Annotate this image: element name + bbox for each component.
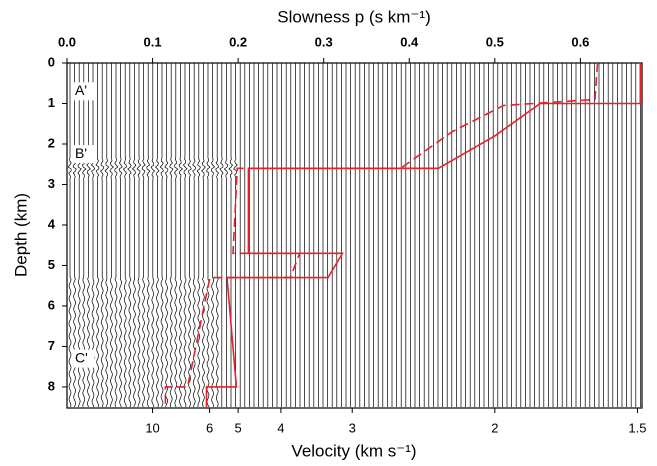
x2-tick-label: 2 [491, 420, 498, 435]
y-tick-label: 6 [48, 297, 55, 312]
y-tick-label: 3 [48, 176, 55, 191]
trace [219, 63, 224, 407]
trace [210, 63, 216, 407]
y-tick-label: 2 [48, 135, 55, 150]
trace [122, 63, 127, 408]
x-tick-label: 0.1 [144, 34, 162, 49]
trace [187, 63, 192, 408]
x-tick-label: 0.2 [229, 34, 247, 49]
trace [104, 63, 110, 408]
x2-tick-label: 4 [277, 420, 284, 435]
trace [206, 63, 211, 408]
trace [169, 63, 174, 408]
y-tick-label: 5 [48, 257, 55, 272]
trace [178, 63, 184, 408]
trace [95, 63, 100, 408]
trace [215, 63, 220, 408]
annotation-bg [72, 349, 94, 368]
annotation: B' [75, 145, 87, 161]
x-tick-label: 0.3 [315, 34, 333, 49]
y-tick-label: 8 [48, 378, 55, 393]
velocity-profile [205, 63, 642, 408]
trace [109, 63, 114, 408]
x2-axis-title: Velocity (km s⁻¹) [291, 441, 416, 460]
x2-tick-label: 6 [206, 420, 213, 435]
trace [159, 63, 164, 408]
x-tick-label: 0.6 [571, 34, 589, 49]
trace [131, 63, 137, 408]
velocity-profile [164, 62, 599, 408]
trace [233, 63, 238, 407]
annotation: A' [75, 82, 87, 98]
y-tick-label: 0 [48, 54, 55, 69]
plot-frame [66, 62, 643, 409]
x-tick-label: 0.5 [486, 34, 504, 49]
trace [67, 63, 72, 408]
trace [99, 63, 105, 408]
trace [114, 63, 119, 408]
annotation: C' [75, 349, 88, 365]
trace [118, 63, 123, 408]
x-tick-label: 0.0 [58, 34, 76, 49]
trace [196, 63, 201, 408]
x2-tick-label: 3 [349, 420, 356, 435]
seismic-traces [67, 63, 641, 408]
trace [174, 63, 179, 408]
x-axis-title: Slowness p (s km⁻¹) [277, 7, 431, 26]
y-tick-label: 1 [48, 95, 55, 110]
trace [146, 63, 151, 408]
trace [182, 63, 188, 408]
trace [164, 63, 169, 408]
x2-tick-label: 1.5 [628, 420, 646, 435]
annotation-bg [72, 145, 94, 164]
x-tick-label: 0.4 [400, 34, 419, 49]
y-tick-label: 4 [48, 216, 56, 231]
annotation-bg [72, 82, 94, 101]
trace [127, 63, 132, 408]
trace [141, 63, 146, 408]
trace [228, 63, 233, 407]
trace [154, 63, 160, 408]
trace [150, 63, 156, 408]
x2-tick-label: 10 [145, 420, 159, 435]
trace [201, 63, 206, 408]
y-axis-title: Depth (km) [11, 193, 30, 277]
trace [223, 63, 229, 407]
x2-tick-label: 5 [235, 420, 242, 435]
trace [136, 63, 142, 408]
y-tick-label: 7 [48, 338, 55, 353]
